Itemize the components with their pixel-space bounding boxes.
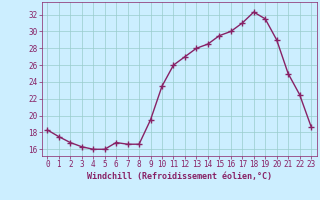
X-axis label: Windchill (Refroidissement éolien,°C): Windchill (Refroidissement éolien,°C) (87, 172, 272, 181)
